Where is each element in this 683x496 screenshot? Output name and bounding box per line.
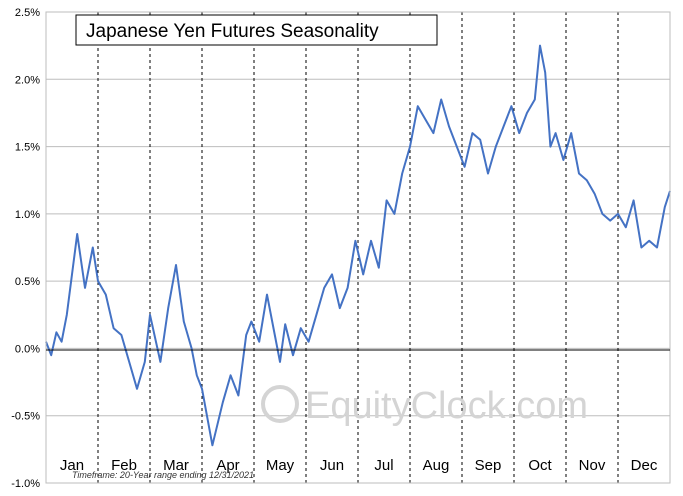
y-tick-label: -0.5% — [11, 411, 40, 423]
plot-frame — [45, 11, 671, 484]
x-tick-label: Jul — [374, 457, 393, 474]
series-layer — [45, 44, 671, 447]
series-line — [45, 44, 671, 447]
x-tick-label: Nov — [579, 457, 606, 474]
y-axis-ticks: -1.0% -0.5% 0.0% 0.5% 1.0% 1.5% 2.0% 2.5% — [11, 7, 40, 490]
chart-title: Japanese Yen Futures Seasonality — [86, 21, 379, 42]
x-tick-label: Dec — [631, 457, 658, 474]
title-box-frame — [75, 14, 438, 46]
x-tick-label: Apr — [216, 457, 239, 474]
x-tick-label: Jun — [320, 457, 344, 474]
y-tick-label: 1.0% — [15, 209, 40, 221]
copyright-circle-icon — [261, 385, 299, 423]
x-tick-label: May — [266, 457, 295, 474]
y-tick-label: 1.5% — [15, 142, 40, 154]
y-tick-label: -1.0% — [11, 478, 40, 490]
x-tick-label: Feb — [111, 457, 137, 474]
month-separators — [97, 12, 619, 483]
y-tick-label: 2.0% — [15, 74, 40, 86]
x-axis-ticks: Jan Feb Mar Apr May Jun Jul Aug Sep Oct Nov Dec — [60, 457, 658, 474]
x-tick-label: Aug — [423, 457, 450, 474]
x-tick-label: Jan — [60, 457, 84, 474]
title-box: Japanese Yen Futures Seasonality — [75, 14, 438, 46]
x-tick-label: Sep — [475, 457, 502, 474]
y-tick-label: 0.5% — [15, 276, 40, 288]
x-tick-label: Mar — [163, 457, 189, 474]
y-tick-label: 0.0% — [15, 343, 40, 355]
y-tick-label: 2.5% — [15, 7, 40, 19]
timeframe-footnote: Timeframe: 20-Year range ending 12/31/20… — [72, 470, 254, 480]
x-tick-label: Oct — [528, 457, 552, 474]
watermark-text: EquityClock.com — [305, 385, 588, 427]
watermark: EquityClock.com — [261, 385, 588, 427]
